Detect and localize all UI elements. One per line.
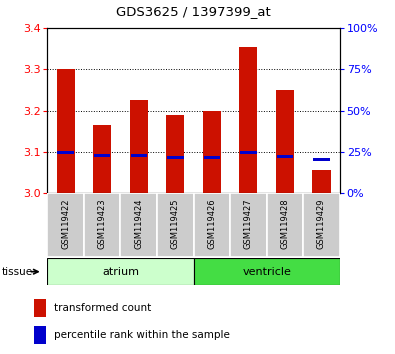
Bar: [194, 193, 230, 257]
Bar: [194, 258, 340, 285]
Bar: [240, 151, 257, 154]
Bar: [166, 115, 184, 193]
Bar: [157, 193, 194, 257]
Bar: [130, 100, 148, 193]
Text: GSM119426: GSM119426: [207, 198, 216, 249]
Bar: [267, 193, 303, 257]
Bar: [167, 156, 184, 159]
Bar: [276, 155, 293, 158]
Text: percentile rank within the sample: percentile rank within the sample: [54, 330, 229, 341]
Bar: [56, 69, 75, 193]
Bar: [276, 90, 294, 193]
Bar: [203, 156, 220, 159]
Bar: [84, 193, 120, 257]
Bar: [120, 193, 157, 257]
Text: GSM119429: GSM119429: [317, 198, 326, 249]
Text: GSM119427: GSM119427: [244, 198, 253, 249]
Text: atrium: atrium: [102, 267, 139, 277]
Text: GSM119424: GSM119424: [134, 198, 143, 249]
Bar: [47, 193, 84, 257]
Text: GSM119425: GSM119425: [171, 198, 180, 249]
Bar: [47, 258, 194, 285]
Bar: [313, 158, 330, 161]
Bar: [239, 47, 258, 193]
Text: transformed count: transformed count: [54, 303, 151, 313]
Bar: [94, 154, 111, 157]
Text: tissue: tissue: [2, 267, 33, 277]
Bar: [57, 151, 74, 154]
Bar: [34, 299, 47, 317]
Text: ventricle: ventricle: [242, 267, 291, 277]
Bar: [34, 326, 47, 344]
Text: GSM119422: GSM119422: [61, 198, 70, 249]
Bar: [312, 170, 331, 193]
Text: GSM119428: GSM119428: [280, 198, 290, 249]
Text: GDS3625 / 1397399_at: GDS3625 / 1397399_at: [116, 5, 271, 18]
Bar: [130, 154, 147, 157]
Bar: [93, 125, 111, 193]
Bar: [203, 111, 221, 193]
Text: GSM119423: GSM119423: [98, 198, 107, 249]
Bar: [230, 193, 267, 257]
Bar: [303, 193, 340, 257]
